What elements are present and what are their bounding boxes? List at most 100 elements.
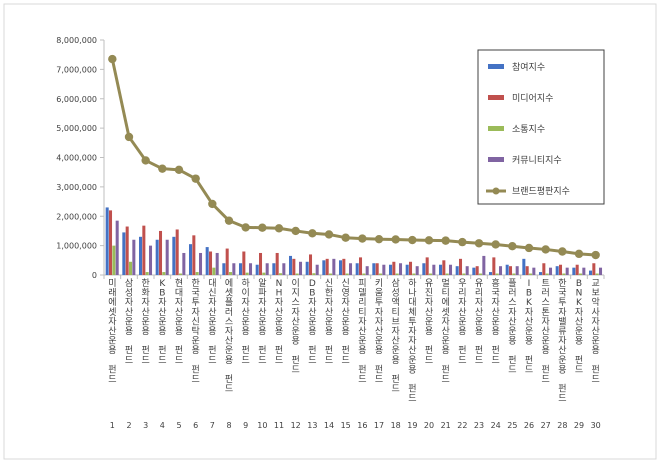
legend-swatch (488, 157, 504, 162)
bar-1-12 (289, 255, 293, 275)
bar-1-17 (372, 263, 376, 275)
bar-4-8 (232, 263, 236, 275)
category-number-label: 30 (591, 421, 601, 430)
bar-1-18 (389, 264, 393, 275)
bar-4-22 (465, 266, 469, 275)
category-number-label: 10 (257, 421, 267, 430)
bar-2-26 (525, 266, 529, 275)
bar-4-16 (365, 266, 369, 275)
line-point-20 (424, 236, 434, 245)
category-number-label: 9 (243, 421, 248, 430)
bar-3-28 (562, 273, 566, 275)
bar-3-17 (379, 273, 383, 275)
bar-4-23 (482, 255, 486, 275)
line-point-21 (441, 236, 450, 245)
line-point-18 (391, 235, 400, 244)
bar-2-14 (325, 258, 329, 275)
bar-2-19 (409, 261, 413, 275)
bar-3-25 (512, 273, 516, 275)
line-point-27 (541, 245, 550, 254)
bar-2-25 (509, 266, 513, 275)
bar-2-8 (225, 248, 229, 275)
category-number-label: 12 (291, 421, 301, 430)
bar-2-4 (159, 230, 163, 275)
bar-3-23 (479, 273, 483, 275)
bar-2-11 (275, 252, 279, 275)
legend-swatch-marker (492, 187, 500, 195)
bar-4-24 (499, 266, 503, 275)
line-point-28 (558, 247, 567, 256)
line-point-8 (224, 216, 234, 225)
bar-1-22 (455, 266, 459, 275)
bar-3-21 (445, 273, 449, 275)
legend-label: 미디어지수 (512, 93, 553, 104)
bar-4-18 (399, 263, 403, 275)
category-number-label: 4 (160, 421, 165, 430)
bar-1-4 (155, 239, 159, 275)
bar-2-18 (392, 261, 396, 275)
line-point-2 (124, 132, 134, 142)
bar-1-30 (589, 270, 593, 275)
bar-4-17 (382, 264, 386, 275)
line-point-3 (141, 156, 150, 165)
y-tick-label: 2,000,000 (56, 212, 97, 221)
category-number-label: 16 (357, 421, 367, 430)
bar-3-29 (579, 273, 583, 275)
category-number-label: 23 (474, 421, 484, 430)
bar-2-24 (492, 257, 496, 276)
bar-3-14 (329, 273, 333, 275)
bar-3-13 (312, 273, 316, 275)
bar-3-3 (145, 272, 149, 275)
category-number-label: 8 (226, 421, 231, 430)
bar-3-16 (362, 273, 366, 275)
bar-4-1 (115, 220, 119, 275)
bar-2-16 (359, 257, 363, 276)
bar-4-19 (415, 266, 419, 275)
bar-1-20 (422, 263, 426, 275)
bar-1-8 (222, 263, 226, 275)
bar-4-27 (549, 267, 553, 275)
legend-swatch (488, 64, 504, 69)
line-point-15 (341, 233, 350, 242)
bar-2-28 (559, 264, 563, 275)
line-point-11 (274, 224, 284, 233)
bar-3-8 (229, 272, 233, 275)
bar-2-15 (342, 258, 346, 275)
bar-2-30 (592, 263, 596, 275)
bar-1-15 (339, 260, 343, 275)
bar-3-4 (162, 272, 166, 275)
bar-2-1 (109, 210, 113, 276)
bar-1-19 (405, 264, 409, 275)
y-tick-label: 7,000,000 (56, 65, 97, 74)
legend-swatch (488, 126, 504, 131)
bar-2-9 (242, 251, 246, 275)
bar-3-9 (245, 272, 249, 275)
legend-label: 소통지수 (512, 124, 545, 135)
bar-4-14 (332, 258, 336, 275)
bar-4-13 (315, 264, 319, 275)
category-number-label: 6 (193, 421, 198, 430)
bar-1-16 (355, 263, 359, 275)
category-number-label: 15 (341, 421, 351, 430)
bar-3-18 (395, 273, 399, 275)
category-number-label: 14 (324, 421, 334, 430)
bar-1-3 (139, 236, 143, 275)
bar-4-5 (182, 252, 186, 275)
y-tick-label: 3,000,000 (56, 183, 97, 192)
bar-3-24 (495, 273, 499, 275)
category-number-label: 13 (307, 421, 317, 430)
category-number-label: 22 (457, 421, 467, 430)
